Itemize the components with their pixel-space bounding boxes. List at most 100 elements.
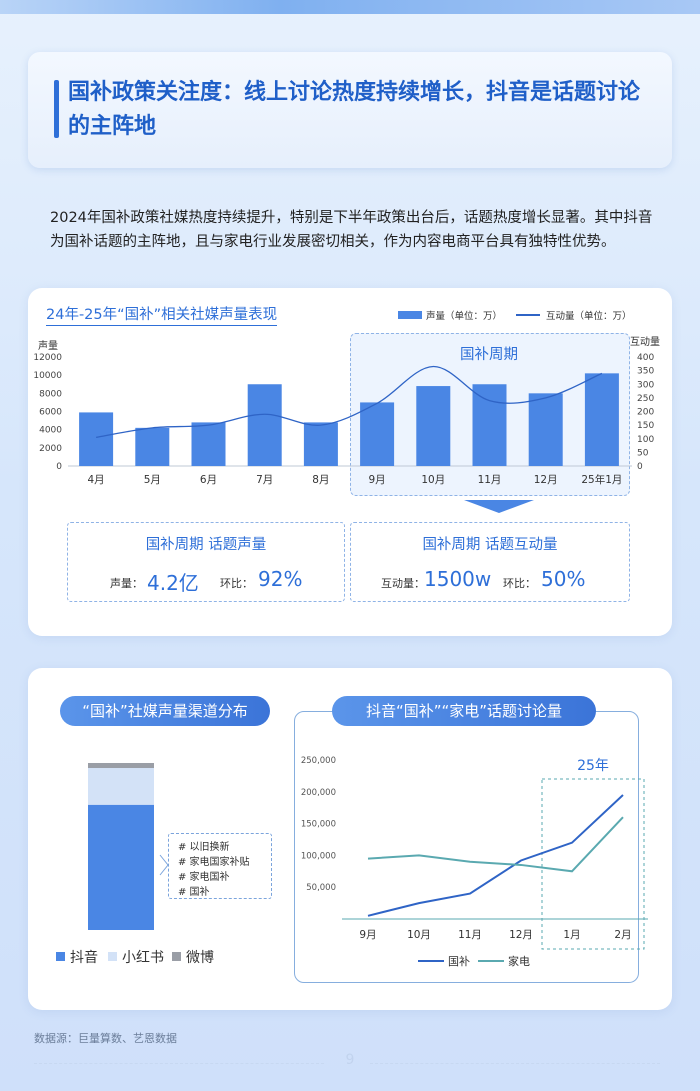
kpi-interaction-growth-value: 50% bbox=[541, 567, 586, 591]
bar-4 bbox=[303, 422, 338, 466]
x-tick-label: 6月 bbox=[200, 474, 217, 486]
x-tick-label: 12月 bbox=[509, 929, 533, 941]
legend-line-label: 互动量（单位：万） bbox=[546, 311, 632, 322]
x-tick-label: 7月 bbox=[256, 474, 273, 486]
title-card bbox=[28, 52, 672, 168]
legend-bar-label: 声量（单位：万） bbox=[426, 311, 503, 322]
intro-paragraph: 2024年国补政策社媒热度持续提升，特别是下半年政策出台后，话题热度增长显著。其… bbox=[50, 210, 653, 250]
y-tick-label: 150,000 bbox=[301, 820, 336, 830]
kpi-interaction-label: 互动量： bbox=[381, 577, 425, 590]
legend-douyin-swatch bbox=[56, 952, 65, 961]
topic-title-pill: 抖音“国补”“家电”话题讨论量 bbox=[332, 696, 596, 726]
x-tick-label: 25年1月 bbox=[581, 473, 622, 486]
bar-0 bbox=[79, 412, 114, 466]
x-tick-label: 11月 bbox=[458, 929, 482, 941]
kpi-interaction-title: 国补周期 话题互动量 bbox=[422, 537, 558, 553]
page-number: 9 bbox=[345, 1052, 355, 1068]
y-tick-label: 100,000 bbox=[301, 851, 336, 861]
footer-divider-left bbox=[34, 1063, 324, 1064]
y2-tick-label: 200 bbox=[637, 408, 654, 418]
volume-chart: 0 2000 4000 6000 8000 10000 12000 0 50 100 150 200 2… bbox=[33, 353, 654, 486]
interaction-line bbox=[95, 365, 603, 439]
y2-tick-label: 150 bbox=[637, 421, 654, 431]
y2-tick-label: 100 bbox=[637, 435, 654, 445]
legend-xiaohongshu-label: 小红书 bbox=[122, 950, 164, 966]
kpi-volume-box: 国补周期 话题声量 声量： 4.2亿 环比： 92% bbox=[67, 522, 345, 602]
y-tick-label: 6000 bbox=[39, 408, 62, 418]
bar-6 bbox=[416, 386, 451, 466]
bar-5 bbox=[360, 402, 395, 466]
page-title: 国补政策关注度：线上讨论热度持续增长，抖音是话题讨论的主阵地 bbox=[68, 80, 641, 139]
channel-stacked-bar bbox=[88, 763, 169, 930]
x-tick-label: 4月 bbox=[88, 474, 105, 486]
data-source: 数据源：巨量算数、艺恩数据 bbox=[34, 1032, 177, 1045]
y-tick-label: 4000 bbox=[39, 426, 62, 436]
top-decor-band bbox=[0, 0, 700, 14]
x-tick-label: 9月 bbox=[359, 929, 376, 941]
x-tick-label: 2月 bbox=[614, 929, 631, 941]
series-line-0 bbox=[367, 794, 624, 917]
y2-axis-label: 互动量 bbox=[630, 337, 660, 348]
y-tick-label: 12000 bbox=[33, 353, 62, 363]
channel-title-pill: “国补”社媒声量渠道分布 bbox=[60, 696, 270, 726]
topic-line-chart: 50,000 100,000 150,000 200,000 250,000 9月 10月 1… bbox=[301, 756, 648, 968]
year25-highlight bbox=[541, 778, 645, 950]
y-tick-label: 250,000 bbox=[301, 756, 336, 766]
kpi-volume-growth-label: 环比： bbox=[220, 577, 253, 590]
hashtag-box bbox=[168, 833, 272, 899]
bar-7 bbox=[472, 384, 507, 466]
legend-weibo-swatch bbox=[172, 952, 181, 961]
x-tick-label: 9月 bbox=[369, 474, 386, 486]
kpi-interaction-box: 国补周期 话题互动量 互动量： 1500w 环比： 50% bbox=[350, 522, 630, 602]
series-line-1 bbox=[367, 816, 624, 873]
x-tick-label: 5月 bbox=[144, 474, 161, 486]
legend-guobu-label: 国补 bbox=[448, 955, 470, 968]
y2-tick-label: 50 bbox=[637, 448, 649, 458]
x-tick-label: 12月 bbox=[534, 474, 558, 486]
kpi-interaction-value: 1500w bbox=[424, 567, 492, 591]
kpi-volume-title: 国补周期 话题声量 bbox=[145, 537, 267, 553]
x-tick-label: 1月 bbox=[563, 929, 580, 941]
y2-tick-label: 250 bbox=[637, 394, 654, 404]
legend-weibo-label: 微博 bbox=[186, 950, 214, 966]
bar-9 bbox=[584, 373, 619, 466]
stack-segment-2 bbox=[88, 763, 154, 769]
y-tick-label: 50,000 bbox=[306, 883, 336, 893]
bar-1 bbox=[135, 427, 170, 466]
hashtag-item: # 家电国家补贴 bbox=[178, 857, 250, 868]
chart-title: 24年-25年“国补”相关社媒声量表现 bbox=[46, 303, 278, 326]
y2-tick-label: 0 bbox=[637, 462, 643, 472]
y2-tick-label: 350 bbox=[637, 367, 654, 377]
bar-3 bbox=[247, 384, 282, 466]
y-tick-label: 10000 bbox=[33, 371, 62, 381]
kpi-volume-value: 4.2亿 bbox=[147, 571, 199, 595]
down-arrow-icon bbox=[464, 500, 534, 513]
y2-tick-label: 400 bbox=[637, 353, 654, 363]
x-tick-label: 11月 bbox=[478, 474, 502, 486]
year25-label: 25年 bbox=[577, 758, 609, 774]
stack-segment-0 bbox=[88, 804, 154, 930]
footer-divider-right bbox=[370, 1063, 660, 1064]
subsidy-cycle-label: 国补周期 bbox=[460, 347, 518, 363]
y-tick-label: 0 bbox=[56, 462, 62, 472]
y2-tick-label: 300 bbox=[637, 380, 654, 390]
kpi-interaction-growth-label: 环比： bbox=[503, 577, 536, 590]
hashtag-item: # 以旧换新 bbox=[178, 842, 230, 853]
legend-bar-swatch bbox=[398, 311, 422, 319]
x-tick-label: 10月 bbox=[407, 929, 431, 941]
y-axis-label: 声量 bbox=[38, 341, 58, 352]
legend-douyin-label: 抖音 bbox=[70, 950, 98, 966]
bar-2 bbox=[191, 422, 226, 466]
legend-jiadian-label: 家电 bbox=[508, 954, 530, 968]
stack-segment-1 bbox=[88, 768, 154, 805]
y-tick-label: 8000 bbox=[39, 389, 62, 399]
title-accent-bar bbox=[54, 80, 59, 138]
y-tick-label: 200,000 bbox=[301, 788, 336, 798]
hashtag-item: # 国补 bbox=[178, 887, 210, 898]
y-tick-label: 2000 bbox=[39, 444, 62, 454]
bar-8 bbox=[528, 393, 563, 466]
x-tick-label: 10月 bbox=[421, 474, 445, 486]
x-tick-label: 8月 bbox=[312, 474, 329, 486]
kpi-volume-label: 声量： bbox=[110, 577, 143, 590]
hashtag-item: # 家电国补 bbox=[178, 872, 230, 883]
